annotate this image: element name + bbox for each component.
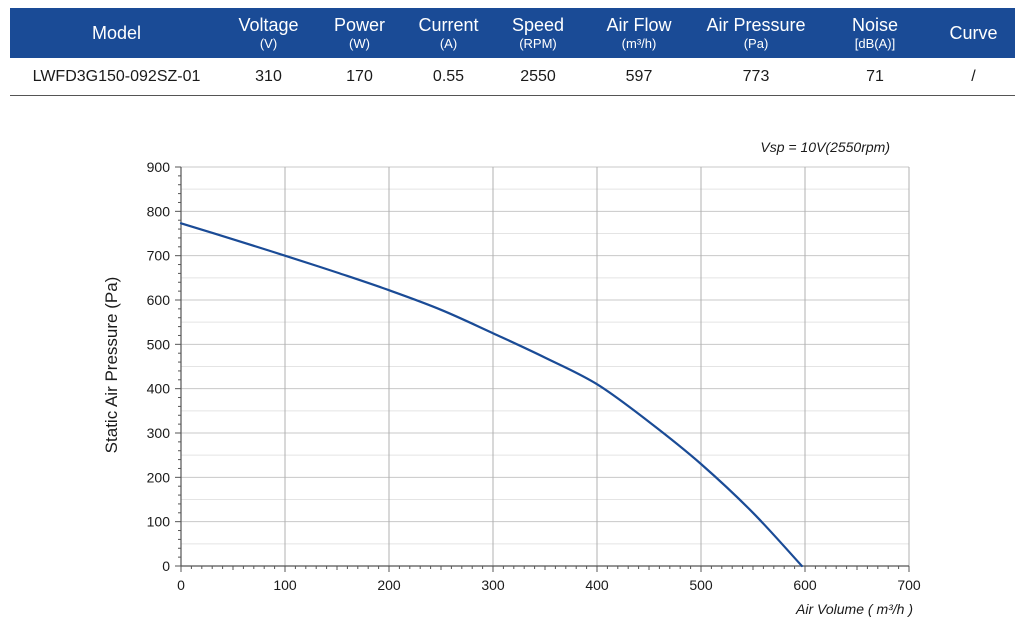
series-line — [179, 222, 803, 568]
header-curve: Curve — [932, 8, 1015, 58]
header-air-flow: Air Flow (m³/h) — [584, 8, 694, 58]
y-tick-label: 400 — [147, 381, 171, 397]
y-tick-label: 900 — [147, 159, 171, 175]
cell-air-pressure: 773 — [694, 58, 818, 96]
cell-current: 0.55 — [405, 58, 492, 96]
y-tick-label: 500 — [147, 336, 171, 352]
header-model: Model — [10, 8, 223, 58]
minor-gridlines — [181, 188, 909, 545]
x-tick-label: 300 — [481, 577, 505, 593]
x-tick-label: 500 — [689, 577, 713, 593]
y-tick-label: 300 — [147, 425, 171, 441]
spec-table: Model Voltage (V) Power (W) Current (A) Spe… — [10, 8, 1015, 96]
cell-power: 170 — [314, 58, 405, 96]
header-power: Power (W) — [314, 8, 405, 58]
y-tick-label: 200 — [147, 469, 171, 485]
header-speed: Speed (RPM) — [492, 8, 584, 58]
pressure-curve-chart: 0 100 200 300 400 500 600 700 0 100 200 300 400 500 6… — [102, 139, 921, 617]
cell-speed: 2550 — [492, 58, 584, 96]
y-tick-labels: 0 100 200 300 400 500 600 700 800 900 — [147, 159, 171, 574]
cell-air-flow: 597 — [584, 58, 694, 96]
y-tick-label: 100 — [147, 514, 171, 530]
chart-annotation: Vsp = 10V(2550rpm) — [760, 139, 890, 155]
y-tick-label: 600 — [147, 292, 171, 308]
header-air-pressure: Air Pressure (Pa) — [694, 8, 818, 58]
y-tick-label: 800 — [147, 203, 171, 219]
x-tick-label: 600 — [793, 577, 817, 593]
table-row: LWFD3G150-092SZ-01 310 170 0.55 2550 597… — [10, 58, 1015, 96]
cell-model: LWFD3G150-092SZ-01 — [10, 58, 223, 96]
y-tick-label: 700 — [147, 248, 171, 264]
cell-noise: 71 — [818, 58, 932, 96]
x-tick-label: 400 — [585, 577, 609, 593]
x-tick-label: 200 — [377, 577, 401, 593]
major-gridlines — [181, 166, 910, 566]
x-tick-labels: 0 100 200 300 400 500 600 700 — [177, 577, 921, 593]
x-axis-label: Air Volume ( m³/h ) — [795, 601, 913, 617]
x-tick-label: 700 — [897, 577, 921, 593]
x-tick-label: 100 — [273, 577, 297, 593]
header-noise: Noise [dB(A)] — [818, 8, 932, 58]
x-tick-label: 0 — [177, 577, 185, 593]
cell-curve: / — [932, 58, 1015, 96]
spec-table-header: Model Voltage (V) Power (W) Current (A) Spe… — [10, 8, 1015, 58]
cell-voltage: 310 — [223, 58, 314, 96]
header-voltage: Voltage (V) — [223, 8, 314, 58]
y-tick-label: 0 — [162, 558, 170, 574]
header-current: Current (A) — [405, 8, 492, 58]
y-axis-label: Static Air Pressure (Pa) — [102, 277, 121, 454]
